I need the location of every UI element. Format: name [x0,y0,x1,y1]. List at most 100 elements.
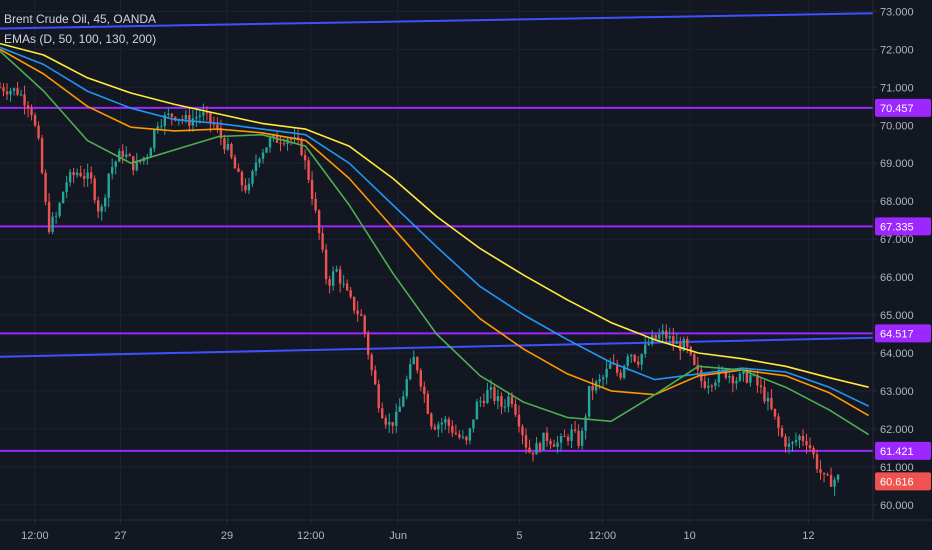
candle-body [738,373,742,381]
candle-body [419,370,422,387]
ema-line [0,46,869,407]
candle-body [388,422,391,425]
candle-body [594,381,598,391]
level-price-label: 70.457 [880,103,914,115]
price-tick-label: 73.000 [880,6,914,18]
candle-body [314,198,317,211]
candle-body [766,397,770,402]
candle-body [538,443,542,451]
time-tick-label: Jun [389,530,407,542]
candle-body [626,356,629,366]
candle-body [381,408,384,419]
candle-body [829,474,833,487]
candle-body [556,442,559,447]
candle-body [475,401,479,420]
candle-body [412,357,415,365]
chart-legend: Brent Crude Oil, 45, OANDA EMAs (D, 50, … [4,9,156,49]
candle-body [514,404,517,415]
candle-body [573,429,577,431]
candle-body [528,447,531,453]
candle-body [40,138,44,173]
candle-body [717,369,721,383]
price-axis-labels: 70.457 67.335 64.517 61.421 60.616 [875,98,931,491]
price-tick-label: 61.000 [880,462,914,474]
candle-body [395,411,398,426]
candle-body [342,283,345,285]
candle-body [258,158,261,163]
candle-body [79,172,82,177]
candle-body [405,379,408,397]
candle-body [605,368,608,378]
candle-body [247,183,251,191]
candle-body [149,148,152,157]
candle-body [209,112,212,124]
trend-lines[interactable] [0,12,874,358]
candle-body [566,436,570,441]
candle-body [472,419,475,429]
time-axis-background[interactable] [0,520,932,550]
candle-body [535,443,538,455]
indicator-title[interactable]: EMAs (D, 50, 100, 130, 200) [4,32,157,46]
candle-body [658,334,661,339]
candle-body [458,434,461,438]
candle-body [745,371,749,383]
candle-body [30,108,33,116]
candle-body [44,172,47,202]
candle-body [167,113,170,115]
horizontal-levels[interactable] [0,106,873,452]
candle-body [500,396,503,407]
candle-body [289,138,293,140]
candle-body [644,344,647,355]
candle-body [26,105,30,109]
symbol-title[interactable]: Brent Crude Oil, 45, OANDA [4,12,157,26]
candle-body [756,374,759,386]
candle-body [787,443,791,447]
candle-body [261,152,265,159]
candle-body [615,363,619,373]
level-price-label: 61.421 [880,446,914,458]
candle-body [731,376,735,384]
candle-body [584,416,587,431]
candle-body [170,113,174,117]
candle-body [328,279,331,286]
price-tick-label: 60.000 [880,500,914,512]
candle-body [307,160,310,180]
trend-line[interactable] [0,12,874,30]
candle-body [156,126,159,130]
candle-body [619,372,622,378]
candle-body [121,150,124,158]
price-axis-ticks: 60.000 61.000 62.000 63.000 64.000 65.000 66.0… [873,6,914,512]
candle-body [33,115,37,126]
candle-body [426,394,430,414]
candle-body [784,436,787,447]
candle-body [86,172,89,179]
candle-body [622,365,626,378]
candle-body [608,363,612,369]
candle-body [819,469,822,473]
candle-body [454,432,458,435]
candle-body [440,422,444,425]
candle-body [23,94,26,106]
candle-body [317,210,321,234]
time-tick-label: 5 [516,530,522,542]
ema-line [0,42,869,388]
trend-line[interactable] [0,336,874,358]
candle-body [374,370,377,385]
candlesticks [0,81,840,496]
candle-body [507,396,510,407]
candle-body [563,436,566,438]
candle-body [763,386,766,402]
candle-body [479,400,482,402]
candle-body [391,422,394,426]
price-tick-label: 67.000 [880,234,914,246]
candle-body [468,428,472,441]
level-price-label-box [875,324,931,343]
candle-body [300,139,303,156]
candle-body [349,290,352,297]
grid-lines [0,0,873,520]
level-price-label-box [875,441,931,460]
candle-body [633,354,636,362]
candle-body [601,377,605,380]
price-tick-label: 62.000 [880,424,914,436]
